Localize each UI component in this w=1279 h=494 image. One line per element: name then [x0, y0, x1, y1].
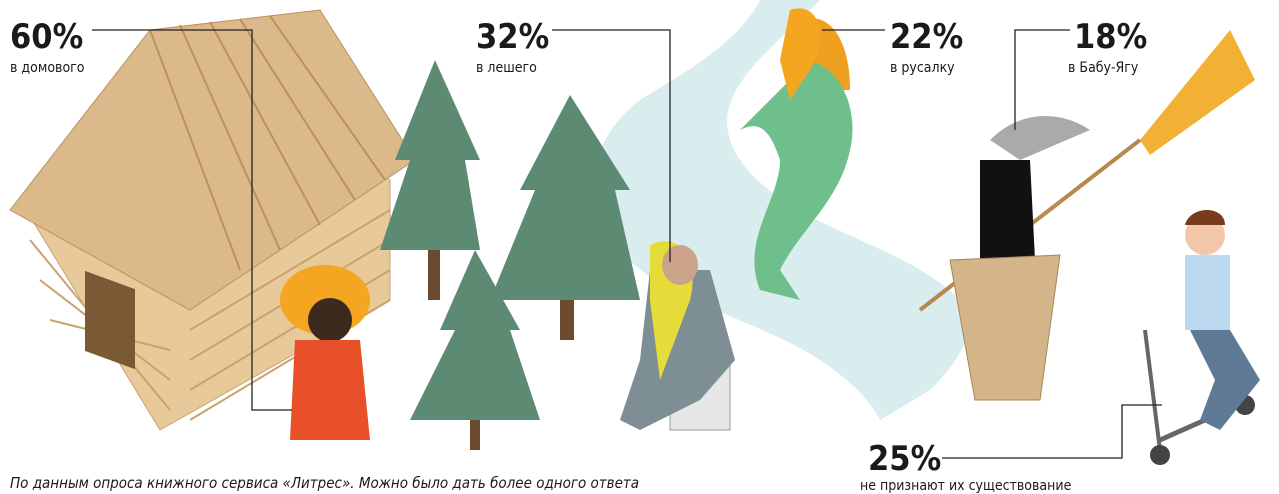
trees	[380, 60, 640, 450]
percent: 22%	[890, 17, 963, 57]
percent: 18%	[1074, 17, 1147, 57]
caption: в домового	[10, 60, 85, 76]
footnote: По данным опроса книжного сервиса «Литре…	[10, 474, 639, 492]
percent: 32%	[476, 17, 549, 57]
caption: в русалку	[890, 60, 955, 76]
percent: 60%	[10, 17, 83, 57]
infographic: 60% в домового 32% в лешего 22% в русалк…	[0, 0, 1279, 494]
caption: в лешего	[476, 60, 537, 76]
boy	[1145, 210, 1260, 465]
caption: не признают их существование	[860, 478, 1072, 494]
caption: в Бабу-Ягу	[1068, 60, 1139, 76]
percent: 25%	[868, 439, 941, 479]
